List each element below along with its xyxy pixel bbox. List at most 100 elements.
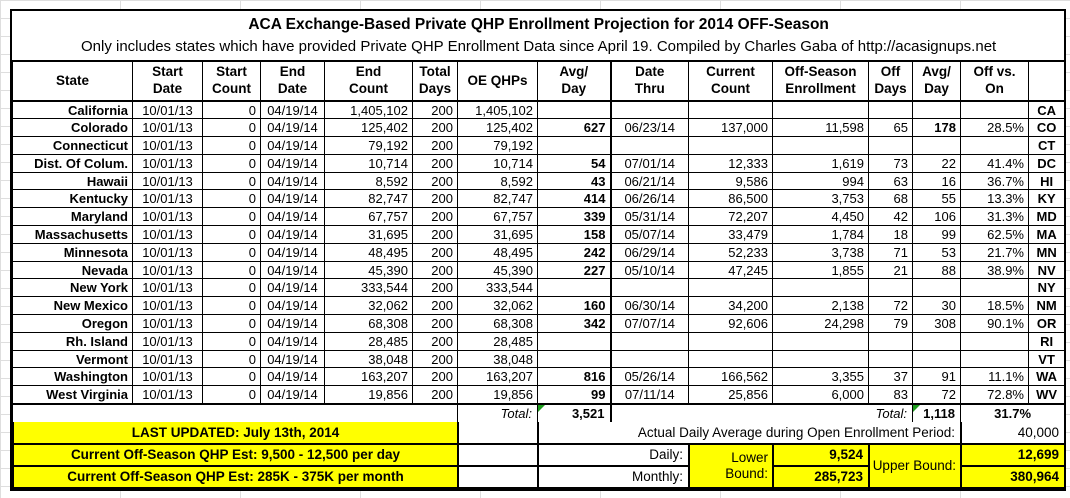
cell-end_count: 68,308 [324, 314, 413, 333]
cell-end_count: 45,390 [324, 260, 413, 280]
off-avg-total-value: 1,118 [912, 402, 961, 422]
cell-current_count: 72,207 [688, 207, 773, 227]
cell-abbr: CT [1027, 136, 1066, 155]
cell-current_count: 33,479 [688, 225, 773, 244]
cell-current_count: 47,245 [688, 260, 773, 280]
cell-total_days: 200 [412, 242, 458, 262]
cell-off_enroll [772, 331, 869, 351]
cell-oe_qhps: 1,405,102 [457, 100, 538, 120]
spacer-cell [457, 442, 539, 467]
table-row: Connecticut 10/01/13 0 04/19/14 79,192 200 79,… [12, 136, 1066, 155]
cell-off_avg: 72 [912, 385, 961, 405]
cell-oe_qhps: 28,485 [457, 331, 538, 351]
cell-off_days [868, 349, 913, 369]
cell-total_days: 200 [412, 100, 458, 120]
cell-start_date: 10/01/13 [132, 367, 203, 387]
cell-end_date: 04/19/14 [260, 331, 325, 351]
table-row: Oregon 10/01/13 0 04/19/14 68,308 200 68,308 34… [12, 314, 1066, 333]
monthly-lower-value: 285,723 [772, 464, 870, 489]
daily-row-label: Daily: [537, 442, 690, 467]
cell-end_date: 04/19/14 [260, 207, 325, 227]
cell-off_enroll [772, 136, 869, 155]
page-subtitle: Only includes states which have provided… [81, 37, 997, 55]
cell-abbr: OR [1027, 314, 1066, 333]
table-row: Colorado 10/01/13 0 04/19/14 125,402 200 125,4… [12, 118, 1066, 138]
cell-start_count: 0 [202, 171, 261, 191]
cell-end_date: 04/19/14 [260, 242, 325, 262]
footer-row-updated: LAST UPDATED: July 13th, 2014 Actual Dai… [12, 421, 1066, 445]
cell-off_days: 83 [868, 385, 913, 405]
cell-off_avg [912, 100, 961, 120]
cell-oe_qhps: 79,192 [457, 136, 538, 155]
table-row: New York 10/01/13 0 04/19/14 333,544 200 333,5… [12, 278, 1066, 298]
cell-date_thru: 07/07/14 [610, 314, 689, 333]
cell-start_count: 0 [202, 331, 261, 351]
table-row: West Virginia 10/01/13 0 04/19/14 19,856 200 1… [12, 385, 1066, 405]
cell-start_date: 10/01/13 [132, 118, 203, 138]
cell-state: West Virginia [12, 385, 133, 405]
cell-current_count [688, 278, 773, 298]
cell-oe_qhps: 8,592 [457, 171, 538, 191]
cell-start_count: 0 [202, 296, 261, 316]
cell-date_thru: 06/26/14 [610, 189, 689, 209]
cell-date_thru: 05/07/14 [610, 225, 689, 244]
cell-avg_day [537, 100, 612, 120]
cell-end_date: 04/19/14 [260, 118, 325, 138]
cell-current_count: 12,333 [688, 153, 773, 173]
cell-total_days: 200 [412, 331, 458, 351]
upper-bound-label: Upper Bound: [868, 442, 962, 489]
cell-abbr: DC [1027, 153, 1066, 173]
cell-end_date: 04/19/14 [260, 296, 325, 316]
cell-off_vs_on: 18.5% [960, 296, 1029, 316]
monthly-estimate-banner: Current Off-Season QHP Est: 285K - 375K … [12, 464, 459, 489]
cell-abbr: MN [1027, 242, 1066, 262]
cell-oe_qhps: 67,757 [457, 207, 538, 227]
cell-start_count: 0 [202, 189, 261, 209]
column-header-end_count: End Count [324, 60, 413, 102]
cell-off_vs_on: 21.7% [960, 242, 1029, 262]
cell-off_enroll: 24,298 [772, 314, 869, 333]
cell-start_date: 10/01/13 [132, 189, 203, 209]
monthly-upper-value: 380,964 [960, 464, 1066, 489]
daily-estimate-banner: Current Off-Season QHP Est: 9,500 - 12,5… [12, 442, 459, 467]
cell-off_vs_on: 36.7% [960, 171, 1029, 191]
cell-start_date: 10/01/13 [132, 385, 203, 405]
cell-avg_day [537, 278, 612, 298]
cell-off_vs_on: 31.3% [960, 207, 1029, 227]
cell-abbr: HI [1027, 171, 1066, 191]
cell-end_date: 04/19/14 [260, 367, 325, 387]
cell-current_count: 86,500 [688, 189, 773, 209]
cell-total_days: 200 [412, 207, 458, 227]
cell-oe_qhps: 333,544 [457, 278, 538, 298]
cell-oe_qhps: 163,207 [457, 367, 538, 387]
cell-current_count: 52,233 [688, 242, 773, 262]
cell-current_count: 137,000 [688, 118, 773, 138]
cell-start_count: 0 [202, 242, 261, 262]
cell-date_thru: 06/21/14 [610, 171, 689, 191]
cell-current_count: 34,200 [688, 296, 773, 316]
cell-end_count: 1,405,102 [324, 100, 413, 120]
column-header-start_count: Start Count [202, 60, 261, 102]
table-row: New Mexico 10/01/13 0 04/19/14 32,062 200 32,0… [12, 296, 1066, 316]
table-row: Washington 10/01/13 0 04/19/14 163,207 200 163… [12, 367, 1066, 387]
cell-off_enroll [772, 100, 869, 120]
cell-end_count: 67,757 [324, 207, 413, 227]
cell-start_date: 10/01/13 [132, 260, 203, 280]
cell-total_days: 200 [412, 367, 458, 387]
cell-total_days: 200 [412, 314, 458, 333]
table-row: Dist. Of Colum. 10/01/13 0 04/19/14 10,714 20… [12, 153, 1066, 173]
off-total-label: Total: [610, 402, 913, 422]
table-row: Kentucky 10/01/13 0 04/19/14 82,747 200 82,747… [12, 189, 1066, 209]
cell-off_vs_on: 13.3% [960, 189, 1029, 209]
cell-state: Hawaii [12, 171, 133, 191]
daily-lower-value: 9,524 [772, 442, 870, 467]
cell-start_date: 10/01/13 [132, 136, 203, 155]
cell-abbr: WV [1027, 385, 1066, 405]
cell-avg_day: 99 [537, 385, 612, 405]
cell-start_date: 10/01/13 [132, 153, 203, 173]
cell-end_count: 125,402 [324, 118, 413, 138]
cell-start_date: 10/01/13 [132, 225, 203, 244]
cell-oe_qhps: 19,856 [457, 385, 538, 405]
cell-off_enroll [772, 278, 869, 298]
